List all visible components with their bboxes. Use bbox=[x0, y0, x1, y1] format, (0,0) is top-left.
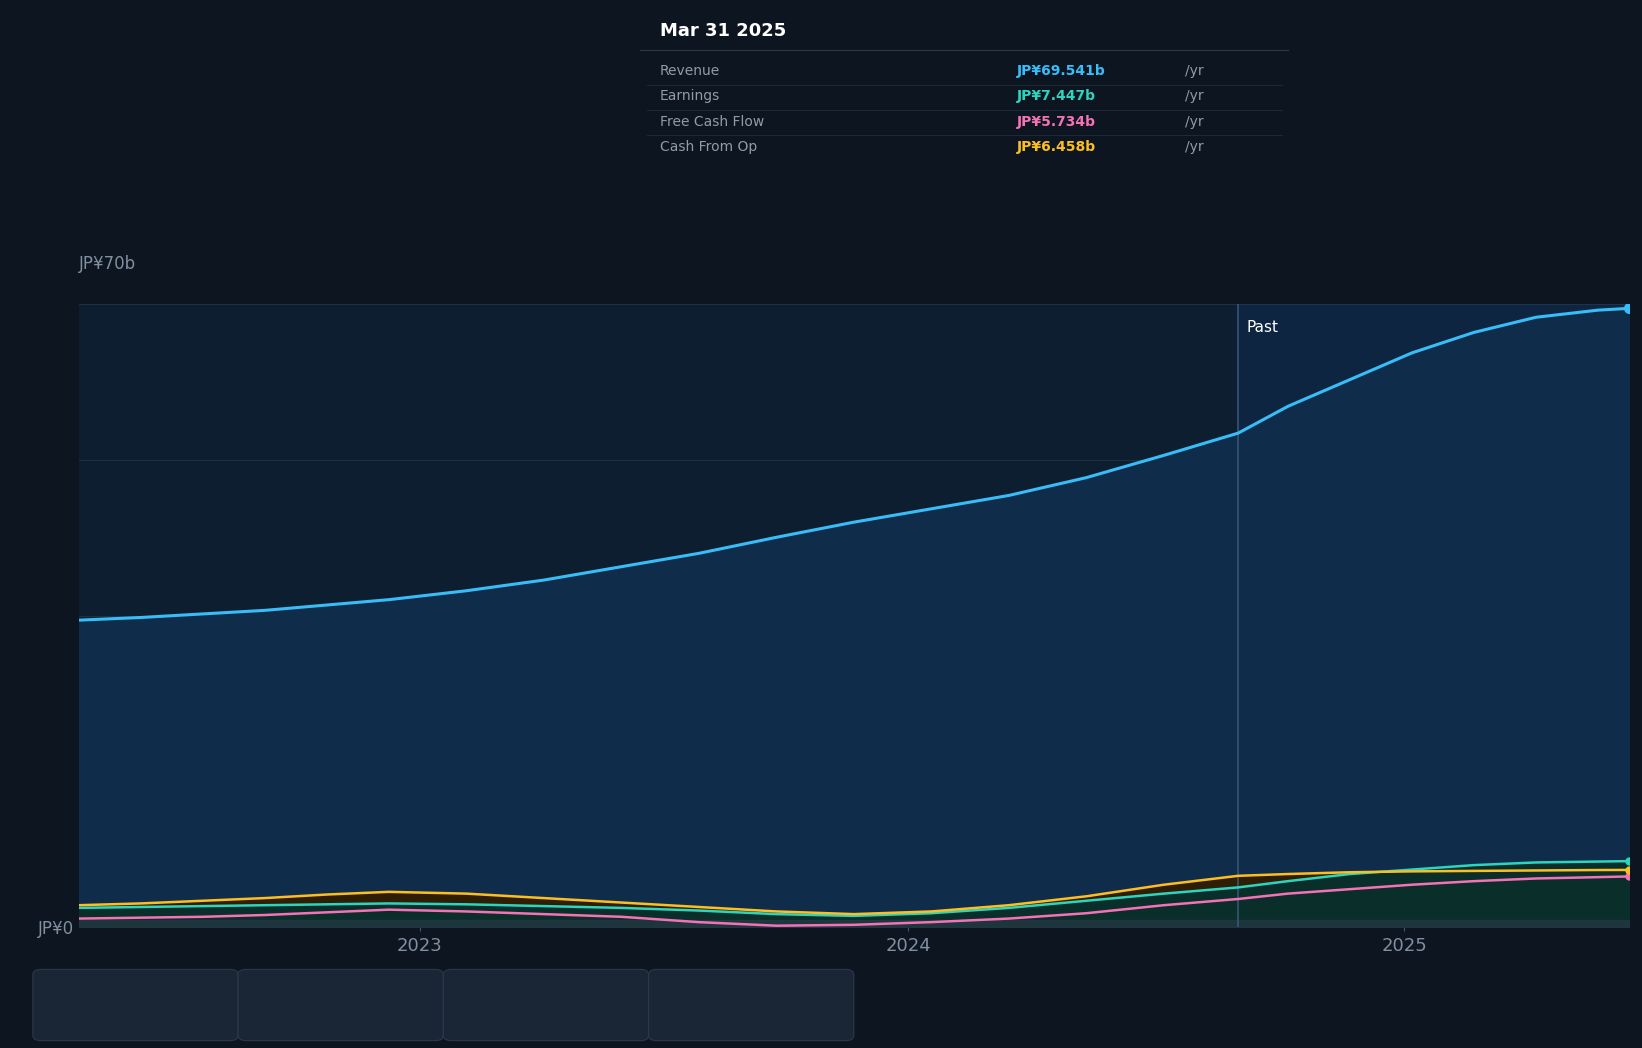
Text: /yr: /yr bbox=[1186, 140, 1204, 154]
Bar bbox=[1238, 304, 1629, 927]
Text: JP¥5.734b: JP¥5.734b bbox=[1016, 115, 1095, 129]
Text: /yr: /yr bbox=[1186, 89, 1204, 104]
Text: Revenue: Revenue bbox=[660, 64, 721, 78]
Text: ●: ● bbox=[475, 998, 488, 1012]
Text: /yr: /yr bbox=[1186, 115, 1204, 129]
Text: Cash From Op: Cash From Op bbox=[706, 998, 808, 1012]
Text: JP¥70b: JP¥70b bbox=[79, 255, 136, 272]
Text: Earnings: Earnings bbox=[660, 89, 721, 104]
Text: Free Cash Flow: Free Cash Flow bbox=[501, 998, 611, 1012]
Text: Earnings: Earnings bbox=[296, 998, 360, 1012]
Text: Past: Past bbox=[1246, 320, 1277, 334]
Text: ●: ● bbox=[64, 998, 77, 1012]
Text: Cash From Op: Cash From Op bbox=[660, 140, 757, 154]
Text: JP¥69.541b: JP¥69.541b bbox=[1016, 64, 1105, 78]
Text: Mar 31 2025: Mar 31 2025 bbox=[660, 22, 787, 40]
Text: JP¥6.458b: JP¥6.458b bbox=[1016, 140, 1095, 154]
Text: Revenue: Revenue bbox=[90, 998, 154, 1012]
Text: /yr: /yr bbox=[1186, 64, 1204, 78]
Text: Free Cash Flow: Free Cash Flow bbox=[660, 115, 764, 129]
Text: JP¥7.447b: JP¥7.447b bbox=[1016, 89, 1095, 104]
Bar bbox=[79, 304, 1238, 927]
Text: ●: ● bbox=[680, 998, 693, 1012]
Text: ●: ● bbox=[269, 998, 282, 1012]
